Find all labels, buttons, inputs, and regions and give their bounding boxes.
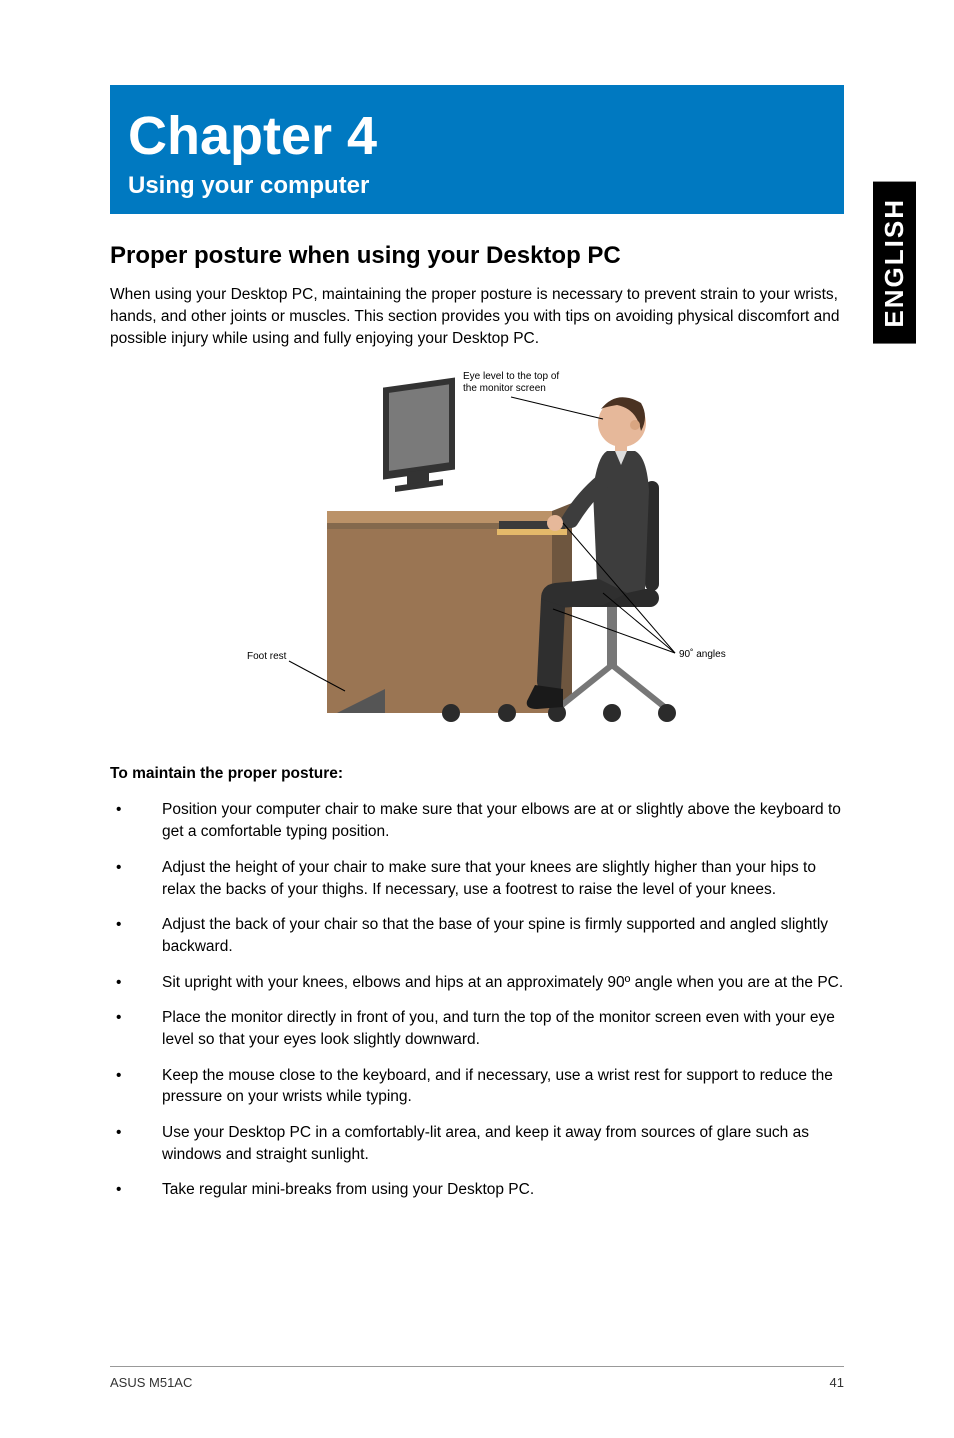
list-item: •Position your computer chair to make su…: [110, 799, 844, 842]
bullet-icon: •: [110, 1007, 162, 1050]
chapter-subtitle: Using your computer: [128, 172, 826, 200]
footer-page-number: 41: [830, 1375, 844, 1390]
list-item: •Keep the mouse close to the keyboard, a…: [110, 1065, 844, 1108]
chapter-banner: Chapter 4 Using your computer: [110, 85, 844, 214]
desk-front: [327, 523, 552, 713]
list-item: •Adjust the back of your chair so that t…: [110, 914, 844, 957]
list-item: •Adjust the height of your chair to make…: [110, 857, 844, 900]
bullet-icon: •: [110, 857, 162, 900]
bullet-text: Take regular mini-breaks from using your…: [162, 1179, 844, 1201]
bullet-text: Adjust the back of your chair so that th…: [162, 914, 844, 957]
bullet-text: Position your computer chair to make sur…: [162, 799, 844, 842]
figure-label-eye-2: the monitor screen: [463, 383, 546, 394]
bullet-text: Use your Desktop PC in a comfortably-lit…: [162, 1122, 844, 1165]
page-footer: ASUS M51AC 41: [110, 1366, 844, 1390]
posture-figure: Eye level to the top of the monitor scre…: [110, 361, 844, 747]
bullet-text: Keep the mouse close to the keyboard, an…: [162, 1065, 844, 1108]
bullet-icon: •: [110, 1065, 162, 1108]
figure-label-angles: 90˚ angles: [679, 648, 726, 660]
list-item: •Take regular mini-breaks from using you…: [110, 1179, 844, 1201]
figure-label-eye-1: Eye level to the top of: [463, 371, 559, 382]
figure-label-footrest: Foot rest: [247, 651, 287, 662]
list-item: •Use your Desktop PC in a comfortably-li…: [110, 1122, 844, 1165]
bullet-icon: •: [110, 799, 162, 842]
posture-illustration: Eye level to the top of the monitor scre…: [217, 361, 737, 747]
intro-paragraph: When using your Desktop PC, maintaining …: [110, 284, 844, 349]
bullet-icon: •: [110, 914, 162, 957]
footer-model: ASUS M51AC: [110, 1375, 192, 1390]
bullet-text: Adjust the height of your chair to make …: [162, 857, 844, 900]
section-heading: Proper posture when using your Desktop P…: [110, 242, 844, 270]
posture-tips-list: •Position your computer chair to make su…: [110, 799, 844, 1201]
list-item: •Place the monitor directly in front of …: [110, 1007, 844, 1050]
chapter-title: Chapter 4: [128, 107, 826, 166]
bullet-icon: •: [110, 972, 162, 994]
monitor: [383, 378, 455, 492]
bullet-text: Sit upright with your knees, elbows and …: [162, 972, 844, 994]
list-item: •Sit upright with your knees, elbows and…: [110, 972, 844, 994]
sub-heading: To maintain the proper posture:: [110, 765, 844, 783]
bullet-icon: •: [110, 1122, 162, 1165]
bullet-icon: •: [110, 1179, 162, 1201]
language-tab: ENGLISH: [873, 182, 916, 344]
bullet-text: Place the monitor directly in front of y…: [162, 1007, 844, 1050]
